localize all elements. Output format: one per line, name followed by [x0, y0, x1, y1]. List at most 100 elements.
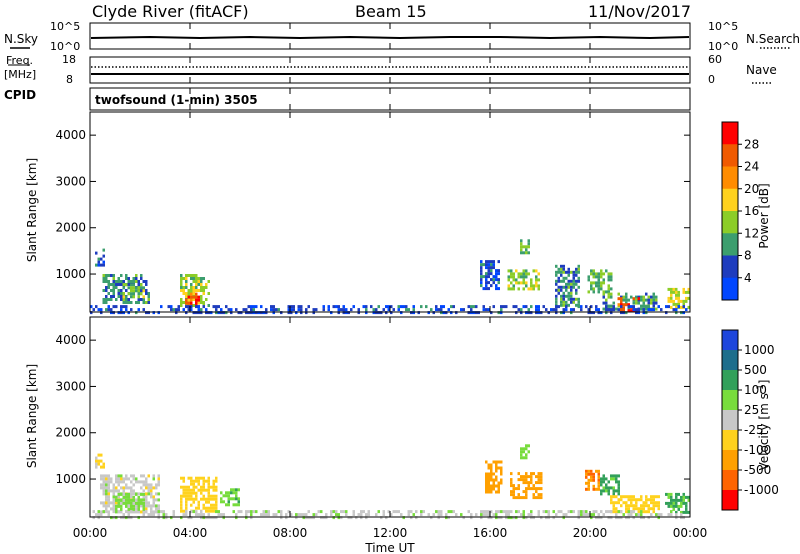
heatmap-cell — [485, 284, 488, 288]
heatmap-cell — [252, 510, 255, 514]
heatmap-cell — [132, 498, 135, 502]
heatmap-cell — [652, 304, 655, 308]
heatmap-cell — [542, 510, 545, 514]
heatmap-cell — [485, 484, 488, 488]
heatmap-cell — [572, 279, 575, 283]
heatmap-cell — [565, 300, 568, 304]
heatmap-cell — [127, 492, 130, 496]
heatmap-cell — [130, 292, 133, 296]
heatmap-cell — [670, 510, 673, 514]
heatmap-cell — [627, 504, 630, 508]
heatmap-cell — [130, 474, 133, 478]
heatmap-cell — [665, 305, 668, 309]
heatmap-cell — [115, 486, 118, 490]
heatmap-cell — [655, 513, 658, 517]
heatmap-cell — [122, 513, 125, 517]
heatmap-cell — [587, 487, 590, 491]
heatmap-cell — [272, 513, 275, 517]
heatmap-cell — [615, 474, 618, 478]
velocity-colorbar-label-end: ] — [757, 380, 771, 385]
heatmap-cell — [557, 305, 560, 309]
heatmap-cell — [202, 479, 205, 483]
heatmap-cell — [407, 513, 410, 517]
heatmap-cell — [590, 516, 593, 520]
heatmap-cell — [217, 510, 220, 514]
heatmap-cell — [520, 496, 523, 500]
heatmap-cell — [187, 494, 190, 498]
heatmap-cell — [207, 476, 210, 480]
heatmap-cell — [490, 263, 493, 267]
colorbar-tick-label: 1000 — [744, 343, 775, 357]
heatmap-cell — [512, 275, 515, 279]
heatmap-cell — [132, 492, 135, 496]
heatmap-cell — [130, 495, 133, 499]
heatmap-cell — [557, 267, 560, 271]
heatmap-cell — [145, 280, 148, 283]
heatmap-cell — [565, 308, 568, 312]
heatmap-cell — [225, 503, 228, 507]
heatmap-cell — [280, 516, 283, 520]
heatmap-cell — [202, 488, 205, 492]
heatmap-cell — [522, 490, 525, 494]
heatmap-cell — [675, 495, 678, 499]
heatmap-cell — [137, 280, 140, 283]
heatmap-cell — [510, 472, 513, 476]
heatmap-cell — [647, 308, 650, 312]
velocity-heatmap — [92, 444, 690, 520]
heatmap-cell — [495, 284, 498, 288]
heatmap-cell — [565, 288, 568, 292]
heatmap-cell — [117, 483, 120, 487]
heatmap-cell — [197, 277, 200, 280]
heatmap-cell — [535, 305, 538, 309]
heatmap-cell — [525, 516, 528, 520]
heatmap-cell — [247, 510, 250, 514]
heatmap-cell — [582, 510, 585, 514]
heatmap-cell — [572, 300, 575, 304]
heatmap-cell — [595, 510, 598, 514]
heatmap-cell — [145, 495, 148, 499]
heatmap-cell — [197, 503, 200, 507]
heatmap-cell — [642, 304, 645, 308]
heatmap-cell — [617, 501, 620, 505]
heatmap-cell — [295, 513, 298, 517]
heatmap-cell — [117, 504, 120, 508]
heatmap-cell — [617, 297, 620, 301]
heatmap-cell — [100, 474, 103, 478]
heatmap-cell — [195, 497, 198, 501]
heatmap-cell — [632, 507, 635, 511]
heatmap-cell — [532, 287, 535, 291]
heatmap-cell — [627, 307, 630, 311]
heatmap-cell — [547, 510, 550, 514]
heatmap-cell — [410, 516, 413, 520]
heatmap-cell — [655, 307, 658, 311]
heatmap-cell — [667, 296, 670, 300]
heatmap-cell — [540, 475, 543, 479]
heatmap-cell — [207, 500, 210, 504]
heatmap-cell — [107, 298, 110, 301]
heatmap-cell — [290, 305, 293, 309]
heatmap-cell — [607, 292, 610, 296]
heatmap-cell — [200, 295, 203, 298]
heatmap-cell — [200, 308, 203, 312]
heatmap-cell — [215, 476, 218, 480]
heatmap-cell — [587, 308, 590, 312]
heatmap-cell — [485, 481, 488, 485]
heatmap-cell — [137, 492, 140, 496]
heatmap-cell — [105, 480, 108, 484]
colorbar-segment — [722, 211, 738, 234]
heatmap-cell — [385, 516, 388, 520]
heatmap-cell — [485, 487, 488, 491]
heatmap-cell — [532, 496, 535, 500]
heatmap-cell — [157, 311, 160, 315]
heatmap-cell — [180, 506, 183, 510]
heatmap-cell — [345, 510, 348, 514]
heatmap-cell — [102, 298, 105, 301]
heatmap-cell — [122, 489, 125, 493]
heatmap-cell — [602, 477, 605, 481]
heatmap-cell — [180, 280, 183, 283]
heatmap-cell — [537, 284, 540, 288]
heatmap-cell — [140, 274, 143, 277]
heatmap-cell — [235, 491, 238, 495]
nsky-label: N.Sky — [4, 32, 38, 46]
